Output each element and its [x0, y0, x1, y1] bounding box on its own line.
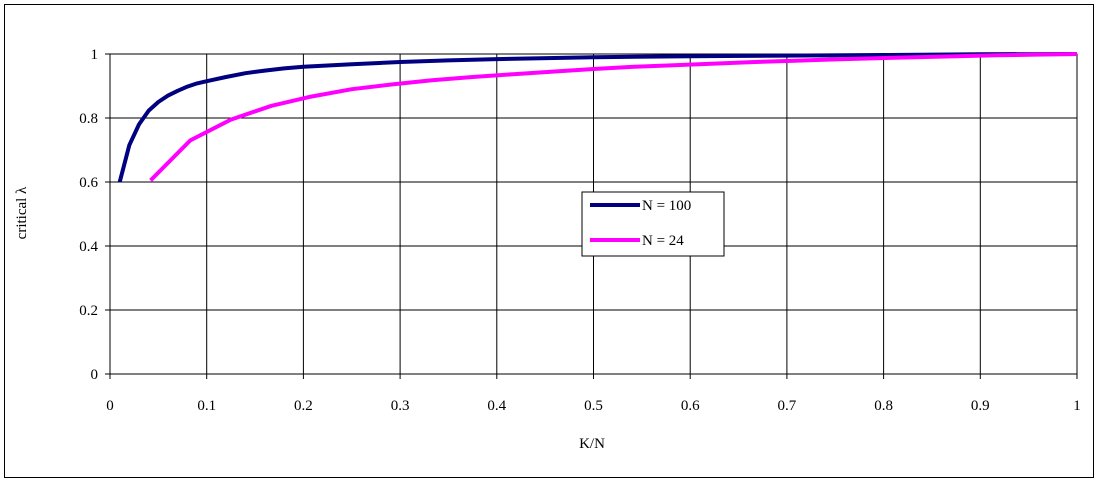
x-tick-label: 0.8 — [874, 398, 893, 414]
x-tick-label: 0.6 — [681, 398, 700, 414]
legend-label-n24: N = 24 — [642, 233, 684, 249]
y-tick-label: 0.2 — [79, 303, 98, 319]
y-tick-label: 1 — [91, 47, 99, 63]
x-tick-label: 0.3 — [391, 398, 410, 414]
legend-label-n100: N = 100 — [642, 198, 691, 214]
legend: N = 100 N = 24 — [581, 191, 725, 257]
series-layer — [117, 52, 1078, 183]
y-axis-label: critical λ — [14, 186, 30, 239]
x-tick-label: 0.1 — [197, 398, 216, 414]
grid-layer — [105, 53, 1078, 379]
series-line-n100 — [117, 52, 1078, 183]
x-tick-label: 0 — [106, 398, 114, 414]
x-tick-label: 1 — [1073, 398, 1081, 414]
tick-layer: 0 0.1 0.2 0.3 0.4 0.5 0.6 0.7 0.8 0.9 1 0 0.2 0.4 0.6 0… — [79, 47, 1081, 414]
x-tick-label: 0.4 — [487, 398, 506, 414]
x-tick-label: 0.5 — [584, 398, 603, 414]
x-axis-label: K/N — [579, 436, 605, 452]
x-tick-label: 0.2 — [294, 398, 313, 414]
chart-frame — [4, 4, 1094, 478]
legend-box — [581, 191, 725, 257]
series-line-n24 — [149, 52, 1078, 182]
y-tick-label: 0.4 — [79, 239, 98, 255]
x-tick-label: 0.7 — [778, 398, 797, 414]
plot-area-border — [109, 53, 1078, 375]
y-tick-label: 0.8 — [79, 111, 98, 127]
x-tick-label: 0.9 — [971, 398, 990, 414]
y-tick-label: 0 — [91, 367, 99, 383]
y-tick-label: 0.6 — [79, 175, 98, 191]
